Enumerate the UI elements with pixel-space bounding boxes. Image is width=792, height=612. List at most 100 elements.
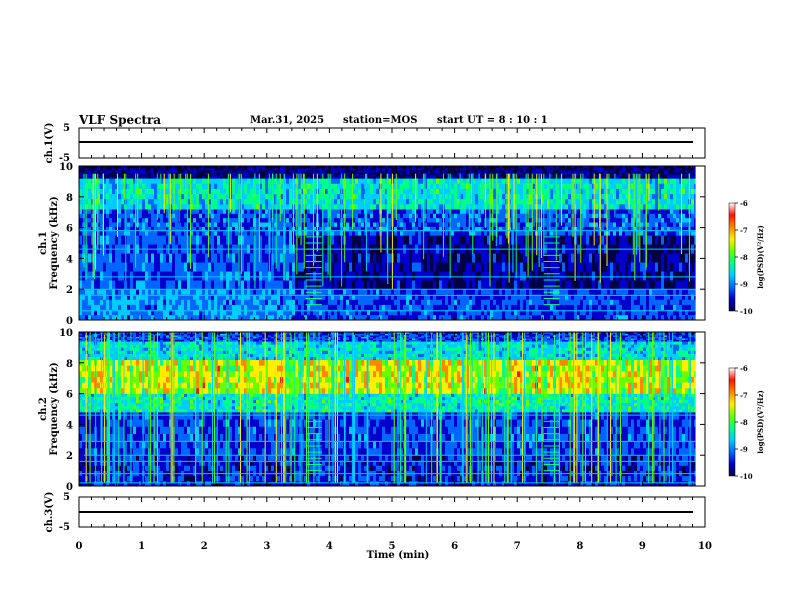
- ch1-spectrogram-cell: [376, 172, 380, 175]
- ch1-spectrogram-cell: [217, 176, 221, 179]
- ch1-spectrogram-cell: [469, 198, 473, 205]
- ch1-spectrogram-cell: [106, 304, 110, 311]
- ch1-spectrogram-cell: [346, 203, 350, 210]
- ch1-spectrogram-cell: [214, 213, 218, 219]
- ch1-spectrogram-cell: [190, 217, 194, 223]
- ch1-spectrogram-cell: [226, 188, 230, 195]
- ch1-spectrogram-cell: [157, 230, 161, 236]
- ch1-spectrogram-cell: [433, 198, 437, 205]
- ch1-spectrogram-cell: [115, 188, 119, 195]
- ch1-spectrogram-cell: [289, 203, 293, 210]
- ch1-spectrogram-cell: [355, 166, 359, 169]
- ch1-spectrogram-cell: [130, 262, 134, 272]
- ch1-spectrogram-cell: [211, 314, 215, 320]
- ch1-spectrogram-cell: [499, 174, 503, 177]
- ch1-spectrogram-cell: [91, 271, 95, 281]
- ch1-spectrogram-cell: [502, 188, 506, 195]
- ch1-spectrogram-cell: [127, 209, 131, 214]
- ch1-spectrogram-cell: [385, 304, 389, 311]
- ch1-spectrogram-cell: [466, 168, 470, 171]
- ch1-spectrogram-cell: [463, 235, 467, 245]
- ch1-spectrogram-cell: [409, 262, 413, 272]
- ch1-spectrogram-cell: [331, 226, 335, 232]
- ch1-spectrogram-cell: [298, 230, 302, 236]
- ch1-spectrogram-cell: [430, 172, 434, 175]
- ch1-spectrogram-cell: [271, 294, 275, 300]
- ch1-spectrogram-cell: [235, 294, 239, 300]
- ch1-spectrogram-cell: [136, 172, 140, 175]
- ch1-spectrogram-cell: [433, 176, 437, 179]
- ch1-spectrogram-cell: [187, 178, 191, 184]
- ch1-spectrogram-cell: [109, 193, 113, 200]
- ch1-spectrogram-cell: [454, 217, 458, 223]
- ch1-spectrogram-cell: [355, 309, 359, 316]
- ch1-spectrogram-cell: [550, 198, 554, 205]
- ch1-spectrogram-cell: [199, 253, 203, 263]
- ch1-spectrogram-cell: [454, 309, 458, 316]
- ch1-spectrogram-cell: [322, 178, 326, 184]
- ch1-spectrogram-cell: [229, 294, 233, 300]
- ch1-spectrogram-cell: [328, 217, 332, 223]
- ch1-spectrogram-cell: [187, 166, 191, 169]
- ch1-spectrogram-cell: [106, 280, 110, 290]
- ch1-spectrogram-cell: [175, 262, 179, 272]
- ch1-spectrogram-cell: [394, 280, 398, 290]
- ch1-spectrogram-cell: [247, 226, 251, 232]
- ch1-spectrogram-cell: [439, 280, 443, 290]
- ch1-spectrogram-cell: [214, 294, 218, 300]
- ch1-spectrogram-cell: [193, 304, 197, 311]
- ch1-spectrogram-cell: [478, 183, 482, 189]
- ch1-spectrogram-cell: [370, 289, 374, 295]
- ch1-spectrogram-cell: [187, 217, 191, 223]
- ch1-spectrogram-cell: [415, 304, 419, 311]
- ch1-spectrogram-cell: [307, 230, 311, 236]
- ch1-spectrogram-cell: [382, 262, 386, 272]
- ch1-spectrogram-cell: [433, 299, 437, 305]
- ch1-spectrogram-cell: [247, 166, 251, 169]
- ch1-spectrogram-cell: [223, 235, 227, 245]
- ch1-spectrogram-cell: [331, 230, 335, 236]
- ch1-spectrogram-cell: [121, 253, 125, 263]
- ch1-spectrogram-cell: [217, 271, 221, 281]
- ch1-spectrogram-cell: [205, 304, 209, 311]
- ch1-spectrogram-cell: [115, 235, 119, 245]
- ch1-spectrogram-cell: [424, 309, 428, 316]
- ch1-spectrogram-cell: [277, 217, 281, 223]
- ch1-spectrogram-cell: [151, 289, 155, 295]
- ch1-spectrogram-cell: [460, 174, 464, 177]
- ch1-spectrogram-cell: [445, 226, 449, 232]
- ch1-spectrogram-cell: [397, 222, 401, 227]
- ch1-spectrogram-cell: [397, 193, 401, 200]
- ch1-spectrogram-cell: [550, 271, 554, 281]
- ch1-spectrogram-cell: [367, 170, 371, 173]
- ch1-spectrogram-cell: [451, 314, 455, 320]
- ch1-spectrogram-cell: [208, 235, 212, 245]
- ch1-spectrogram-cell: [283, 271, 287, 281]
- ch1-spectrogram-cell: [376, 289, 380, 295]
- ch1-spectrogram-cell: [361, 209, 365, 214]
- ch1-spectrogram-cell: [451, 226, 455, 232]
- ch1-spectrogram-cell: [286, 213, 290, 219]
- ch1-spectrogram-cell: [505, 170, 509, 173]
- ch1-spectrogram-cell: [103, 213, 107, 219]
- ch1-spectrogram-cell: [385, 222, 389, 227]
- ch1-spectrogram-cell: [388, 213, 392, 219]
- ch1-spectrogram-cell: [202, 188, 206, 195]
- ch1-spectrogram-cell: [304, 309, 308, 316]
- ch1-spectrogram-cell: [490, 193, 494, 200]
- ch1-spectrogram-cell: [334, 203, 338, 210]
- ch1-spectrogram-cell: [301, 172, 305, 175]
- ch1-spectrogram-cell: [178, 183, 182, 189]
- ch1-spectrogram-cell: [331, 193, 335, 200]
- ch1-spectrogram-cell: [547, 188, 551, 195]
- ch1-spectrogram-cell: [277, 314, 281, 320]
- ch1-spectrogram-cell: [280, 183, 284, 189]
- ch1-spectrogram-cell: [463, 209, 467, 214]
- ch1-spectrogram-cell: [145, 168, 149, 171]
- ch1-spectrogram-cell: [460, 183, 464, 189]
- ch1-spectrogram-cell: [241, 203, 245, 210]
- ch1-spectrogram-cell: [421, 168, 425, 171]
- ch1-spectrogram-cell: [154, 213, 158, 219]
- ch1-spectrogram-cell: [439, 226, 443, 232]
- ch1-spectrogram-cell: [256, 222, 260, 227]
